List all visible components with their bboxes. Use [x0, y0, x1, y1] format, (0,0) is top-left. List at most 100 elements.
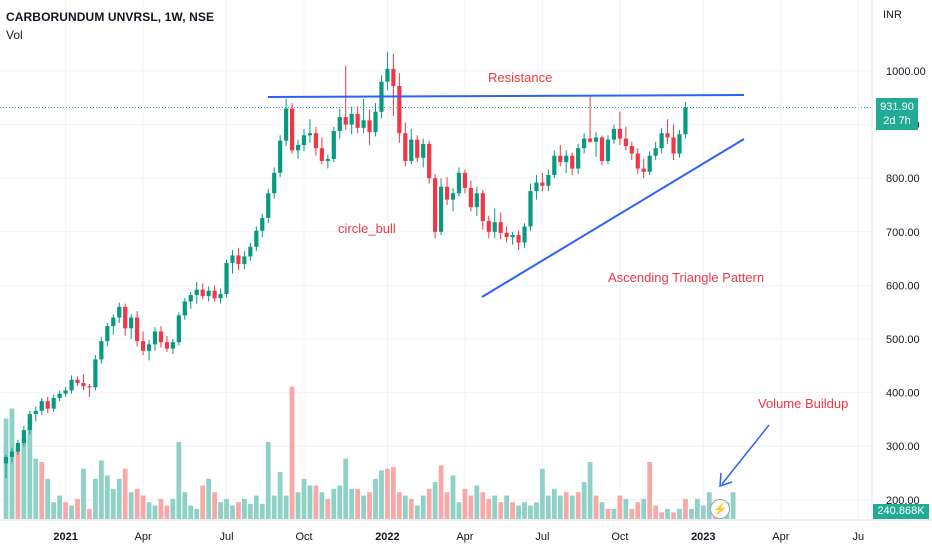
volume-bar — [271, 495, 277, 519]
volume-bar — [599, 502, 605, 519]
volume-bar — [647, 462, 653, 519]
symbol-title[interactable]: CARBORUNDUM UNVRSL, 1W, NSE — [6, 10, 215, 24]
volume-bar — [122, 468, 128, 519]
volume-bar — [206, 478, 212, 519]
volume-bar — [283, 495, 289, 519]
candle — [69, 375, 74, 394]
volume-bar — [683, 498, 688, 519]
candle — [576, 143, 581, 174]
volume-bar — [587, 462, 593, 519]
volume-bar — [498, 502, 504, 519]
volume-bar — [9, 408, 15, 519]
candle — [587, 96, 593, 143]
volume-bar — [224, 498, 229, 519]
candle — [57, 390, 62, 402]
candle — [325, 154, 330, 169]
candle — [391, 53, 396, 117]
volume-bar — [510, 502, 515, 519]
volume-bar — [200, 485, 206, 519]
candle — [146, 340, 152, 361]
candle — [278, 135, 283, 178]
volume-bar — [45, 478, 51, 519]
candle — [659, 127, 664, 154]
volume-bar — [140, 495, 146, 519]
volume-bar — [730, 492, 736, 519]
candle — [516, 230, 521, 251]
price-candles — [3, 51, 688, 479]
volume-bar — [551, 488, 557, 519]
drawing-overlays: Resistance circle_bull Ascending Triangl… — [267, 70, 848, 488]
candle — [266, 188, 271, 224]
candle — [355, 106, 360, 134]
volume-bar — [367, 492, 372, 519]
volume-bar — [474, 485, 480, 519]
volume-bar — [420, 495, 426, 519]
volume-bar — [146, 502, 152, 519]
x-tick-label: Apr — [135, 531, 152, 543]
candle — [456, 167, 462, 197]
candle — [409, 128, 414, 165]
ascending-trendline[interactable] — [481, 138, 745, 298]
candle — [534, 174, 539, 200]
volume-bar — [545, 495, 551, 519]
candle — [558, 144, 563, 167]
candle — [129, 314, 134, 339]
volume-buildup-label: Volume Buildup — [758, 396, 848, 411]
candle — [194, 282, 199, 304]
candle — [284, 98, 289, 147]
volume-bar — [319, 492, 325, 519]
volume-bar — [623, 498, 629, 519]
candle — [605, 135, 611, 165]
candle — [164, 335, 170, 352]
candle — [397, 73, 402, 143]
candle — [582, 133, 587, 154]
volume-bar — [98, 460, 104, 519]
volume-bar — [522, 502, 527, 519]
candle — [224, 259, 229, 298]
candle — [593, 132, 599, 157]
volume-indicator-label[interactable]: Vol — [6, 28, 23, 42]
candle — [671, 124, 676, 160]
candle — [39, 397, 44, 416]
candle — [152, 327, 158, 351]
candle — [254, 226, 259, 252]
volume-bar — [581, 482, 587, 519]
candle — [51, 394, 56, 412]
volume-bar — [134, 488, 140, 519]
price-axis[interactable]: 1000.00900.00800.00700.00600.00500.00400… — [886, 66, 926, 507]
volume-bar — [87, 508, 92, 519]
candle — [135, 311, 140, 347]
volume-bar — [212, 492, 217, 519]
volume-bar — [492, 495, 498, 519]
candle — [337, 108, 342, 139]
ascending-triangle-label: Ascending Triangle Pattern — [608, 270, 764, 285]
candle — [158, 326, 164, 348]
volume-bar — [164, 505, 170, 519]
time-axis[interactable]: 2021 Apr Jul Oct 2022 Apr Jul Oct 2023 Apr Ju — [53, 531, 864, 543]
candle — [176, 312, 181, 346]
volume-bar — [534, 502, 539, 519]
candle — [421, 138, 426, 168]
candle — [313, 126, 319, 156]
candle — [540, 172, 545, 192]
volume-bar — [575, 492, 581, 519]
circle-bull-label: circle_bull — [338, 221, 396, 236]
volume-bar — [665, 508, 670, 519]
volume-bar — [438, 465, 444, 519]
candle — [504, 226, 509, 243]
volume-bar — [236, 502, 241, 519]
candle — [433, 173, 438, 239]
candle — [510, 231, 515, 245]
volume-arrow-line — [721, 424, 770, 485]
x-tick-label: 2021 — [53, 531, 77, 543]
y-tick-label: 300.00 — [886, 441, 920, 453]
candle — [629, 141, 634, 160]
resistance-line[interactable] — [267, 94, 745, 98]
lightning-icon[interactable]: ⚡ — [710, 499, 730, 519]
volume-bar — [641, 498, 647, 519]
last-price-value: 931.90 — [880, 101, 914, 113]
volume-bar — [379, 470, 384, 519]
candle — [480, 189, 485, 230]
candle — [248, 242, 253, 261]
